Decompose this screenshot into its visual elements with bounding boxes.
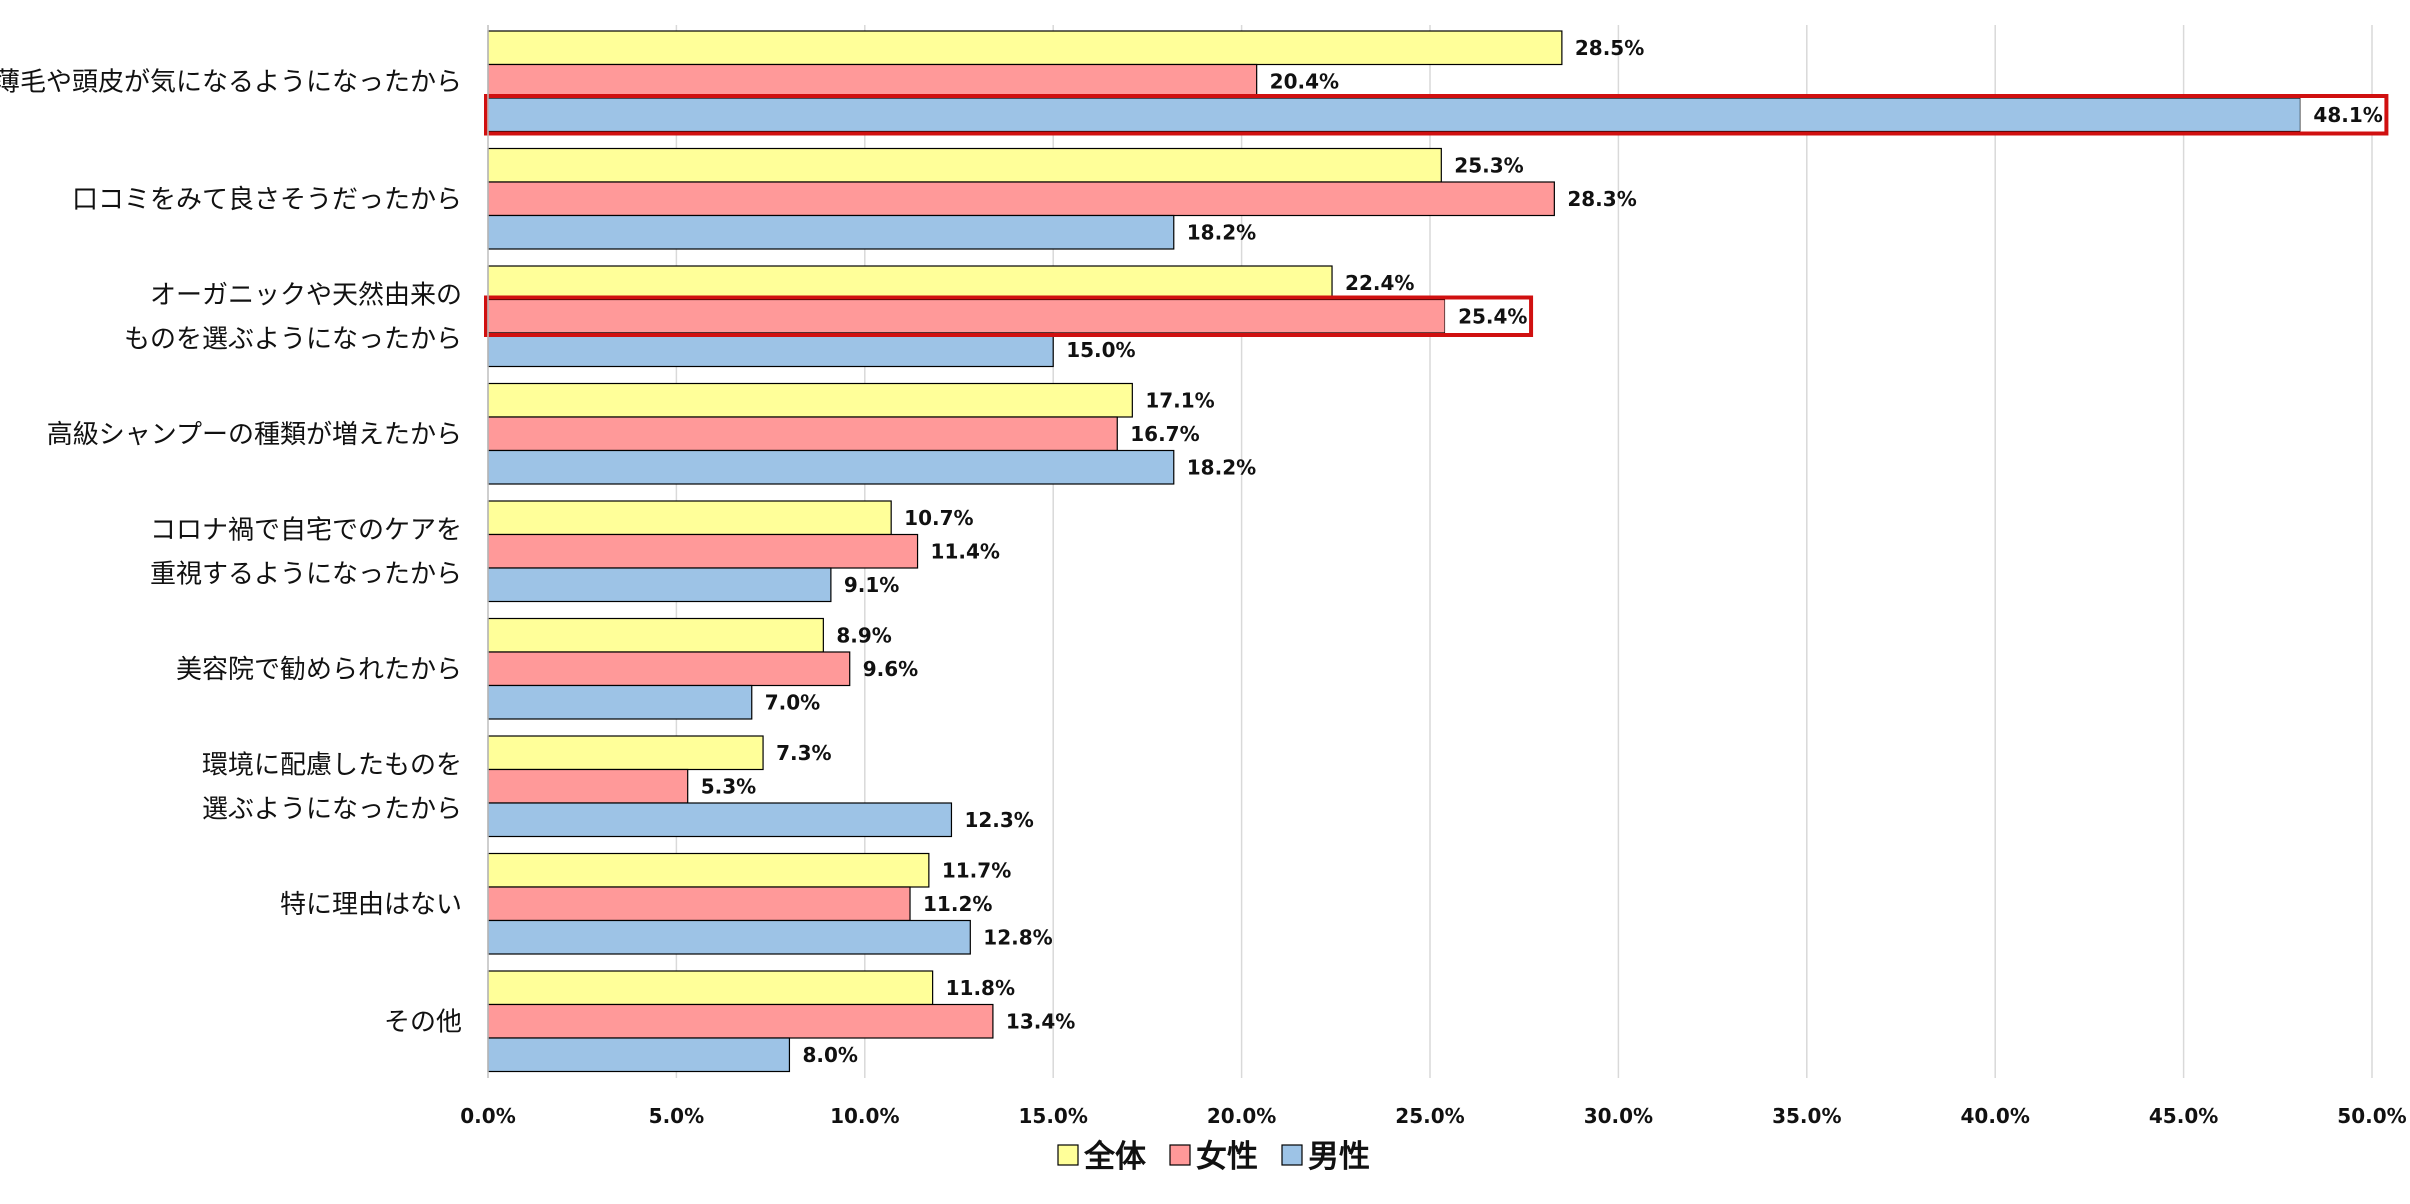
category-label: 重視するようになったから: [150, 559, 462, 589]
data-label: 8.0%: [802, 1043, 857, 1067]
bar: [487, 30, 1563, 66]
x-tick-label: 10.0%: [830, 1104, 899, 1128]
value-labels-layer: 28.5% 20.4% 48.1% 25.3% 28.3% 18.2% 22.4% 25.4%…: [701, 36, 2387, 1067]
x-tick-label: 40.0%: [1961, 1104, 2030, 1128]
legend-label: 全体: [1083, 1139, 1146, 1175]
highlight-label-bg: [2300, 98, 2387, 132]
legend-swatch: [1281, 1144, 1303, 1166]
data-label: 11.8%: [946, 976, 1015, 1000]
bar: [487, 567, 832, 603]
bar: [487, 852, 930, 888]
bar: [487, 500, 892, 536]
category-label: その他: [384, 1007, 462, 1037]
bar: [487, 449, 1175, 485]
data-label: 9.1%: [844, 573, 899, 597]
bar: [487, 1003, 994, 1039]
highlight-box: [484, 295, 1534, 337]
bar: [487, 181, 1555, 217]
bar: [487, 802, 953, 838]
highlight-label-bg: [1445, 299, 1532, 333]
highlight-box: [484, 94, 2389, 136]
data-label: 28.3%: [1567, 187, 1636, 211]
bar: [487, 533, 919, 569]
data-label: 25.3%: [1454, 153, 1523, 177]
x-tick-label: 50.0%: [2337, 1104, 2406, 1128]
bar: [487, 970, 934, 1006]
legend-swatch: [1057, 1144, 1079, 1166]
bar: [487, 886, 911, 922]
data-label: 10.7%: [904, 506, 973, 530]
category-label: 環境に配慮したものを: [202, 750, 462, 780]
category-labels-layer: 薄毛や頭皮が気になるようになったから口コミをみて良さそうだったからオーガニックや…: [0, 67, 462, 1037]
x-tick-label: 5.0%: [649, 1104, 704, 1128]
category-label: 口コミをみて良さそうだったから: [72, 185, 462, 215]
bars-layer: [487, 30, 2302, 1073]
x-tick-label: 35.0%: [1772, 1104, 1841, 1128]
data-label: 20.4%: [1270, 69, 1339, 93]
data-label: 17.1%: [1145, 388, 1214, 412]
category-label: ものを選ぶようになったから: [124, 324, 462, 354]
bar: [487, 735, 764, 771]
legend-label: 女性: [1196, 1139, 1258, 1175]
category-label: オーガニックや天然由来の: [150, 280, 462, 310]
data-label: 22.4%: [1345, 271, 1414, 295]
bar: [487, 97, 2302, 133]
bar: [487, 332, 1054, 368]
bar: [487, 265, 1333, 301]
bar: [487, 617, 824, 653]
data-label: 18.2%: [1187, 220, 1256, 244]
highlight-layer: [484, 94, 2389, 337]
category-label: コロナ禍で自宅でのケアを: [150, 515, 462, 545]
data-label: 25.4%: [1458, 304, 1527, 328]
legend-label: 男性: [1308, 1139, 1370, 1175]
bar: [487, 651, 851, 687]
x-tick-label: 45.0%: [2149, 1104, 2218, 1128]
category-label: 薄毛や頭皮が気になるようになったから: [0, 67, 462, 97]
category-label: 高級シャンプーの種類が増えたから: [47, 420, 462, 450]
data-label: 7.3%: [776, 741, 831, 765]
data-label: 16.7%: [1130, 422, 1199, 446]
bar: [487, 298, 1446, 334]
data-label: 8.9%: [836, 623, 891, 647]
data-label: 28.5%: [1575, 36, 1644, 60]
axis-layer: 0.0% 5.0% 10.0% 15.0% 20.0% 25.0% 30.0% 35.0% 40…: [460, 25, 2407, 1128]
x-tick-label: 20.0%: [1207, 1104, 1276, 1128]
data-label: 13.4%: [1006, 1009, 1075, 1033]
category-label: 特に理由はない: [280, 890, 462, 920]
x-tick-label: 30.0%: [1584, 1104, 1653, 1128]
x-tick-label: 25.0%: [1395, 1104, 1464, 1128]
data-label: 12.3%: [964, 808, 1033, 832]
data-label: 48.1%: [2313, 103, 2382, 127]
category-label: 選ぶようになったから: [202, 794, 462, 824]
data-label: 11.7%: [942, 858, 1011, 882]
legend-swatch: [1169, 1144, 1191, 1166]
category-label: 美容院で勧められたから: [176, 655, 462, 685]
data-label: 12.8%: [983, 925, 1052, 949]
bar: [487, 768, 689, 804]
data-label: 9.6%: [863, 657, 918, 681]
data-label: 18.2%: [1187, 455, 1256, 479]
x-tick-label: 15.0%: [1019, 1104, 1088, 1128]
bar: [487, 416, 1118, 452]
bar: [487, 214, 1175, 250]
data-label: 11.4%: [931, 539, 1000, 563]
bar: [487, 63, 1258, 99]
data-label: 15.0%: [1066, 338, 1135, 362]
data-label: 5.3%: [701, 774, 756, 798]
bar: [487, 382, 1133, 418]
data-label: 7.0%: [765, 690, 820, 714]
bar: [487, 919, 971, 955]
bar: [487, 1037, 791, 1073]
legend: 全体 女性 男性: [1057, 1139, 1370, 1175]
bar: [487, 684, 753, 720]
x-tick-label: 0.0%: [460, 1104, 515, 1128]
bar: [487, 147, 1442, 183]
data-label: 11.2%: [923, 892, 992, 916]
